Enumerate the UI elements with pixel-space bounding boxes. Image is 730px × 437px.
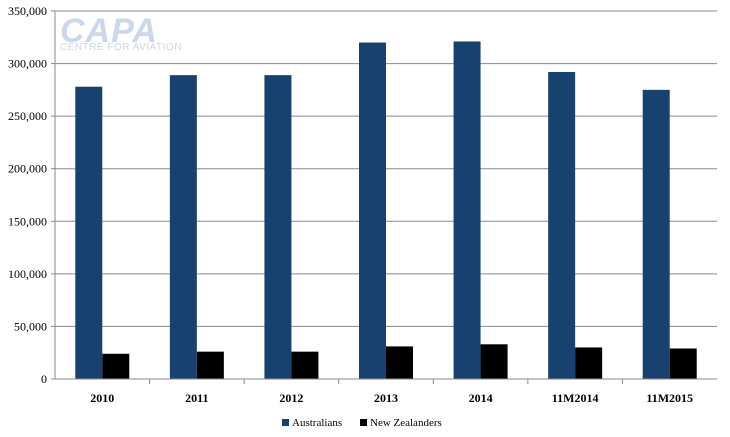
- logo-sub-text: CENTRE FOR AVIATION: [60, 42, 182, 53]
- x-tick-label: 11M2014: [552, 391, 599, 405]
- bar-australians-2010: [75, 86, 103, 380]
- bar-new-zealanders-2013: [386, 346, 413, 379]
- bar-australians-11M2015: [642, 89, 670, 379]
- bars: [75, 41, 697, 380]
- x-tick-label: 2012: [279, 391, 303, 405]
- legend: Australians New Zealanders: [282, 417, 442, 429]
- bar-new-zealanders-2010: [102, 353, 130, 379]
- bar-new-zealanders-2011: [196, 351, 224, 379]
- y-tick-label: 150,000: [8, 214, 47, 228]
- legend-label: New Zealanders: [370, 417, 442, 429]
- y-tick-label: 300,000: [8, 57, 47, 71]
- capa-logo: CAPA CENTRE FOR AVIATION: [60, 12, 182, 53]
- y-axis-tick-labels: 0 50,000 100,000 150,000 200,000 250,000 300,0…: [8, 4, 47, 386]
- axes: [54, 11, 717, 384]
- y-tick-label: 0: [41, 372, 47, 386]
- bar-australians-2014: [453, 41, 481, 380]
- x-tick-label: 2010: [90, 391, 114, 405]
- y-tick-label: 350,000: [8, 4, 47, 18]
- bar-new-zealanders-2012: [291, 351, 319, 379]
- bar-australians-2012: [264, 75, 292, 379]
- x-tick-label: 11M2015: [646, 391, 693, 405]
- bar-australians-2011: [169, 75, 197, 379]
- x-tick-label: 2013: [374, 391, 398, 405]
- x-axis-tick-labels: 2010 2011 2012 2013 2014 11M2014 11M2015: [90, 391, 693, 405]
- bar-new-zealanders-11M2015: [669, 348, 697, 379]
- y-tick-label: 100,000: [8, 267, 47, 281]
- legend-swatch-australians: [282, 419, 289, 426]
- logo-main-text: CAPA: [60, 12, 158, 50]
- legend-label: Australians: [292, 417, 342, 429]
- y-tick-label: 250,000: [8, 109, 47, 123]
- x-tick-label: 2014: [469, 391, 493, 405]
- bar-new-zealanders-11M2014: [575, 347, 603, 379]
- x-tick-label: 2011: [185, 391, 208, 405]
- bar-australians-2013: [359, 42, 386, 380]
- y-tick-label: 200,000: [8, 162, 47, 176]
- bar-new-zealanders-2014: [480, 344, 508, 379]
- y-tick-label: 50,000: [14, 319, 47, 333]
- bar-australians-11M2014: [548, 71, 576, 380]
- legend-swatch-new-zealanders: [360, 419, 367, 426]
